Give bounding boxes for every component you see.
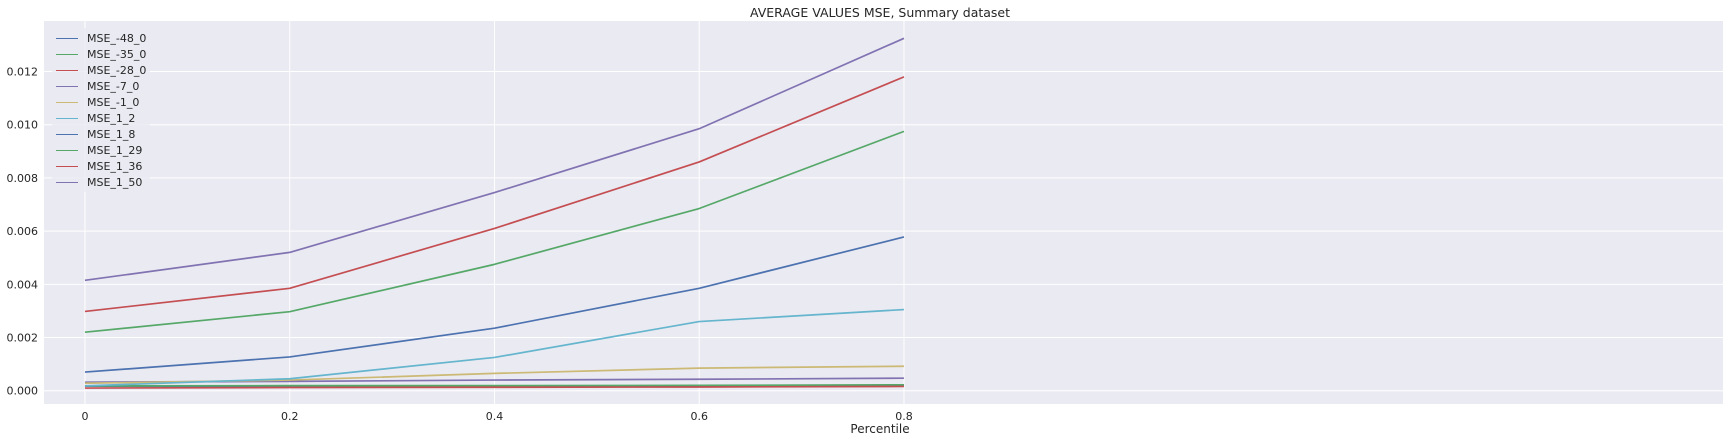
x-tick-label: 0.2 [281, 410, 299, 423]
legend-swatch [56, 85, 78, 87]
y-tick-label: 0.010 [7, 119, 39, 132]
series-lines [84, 37, 905, 389]
y-tick-label: 0.008 [7, 172, 39, 185]
series-line [84, 76, 905, 313]
legend-swatch [56, 53, 78, 55]
legend-label: MSE_-1_0 [87, 95, 140, 109]
legend-item: MSE_1_36 [56, 158, 146, 174]
x-tick-label: 0.4 [486, 410, 504, 423]
legend-label: MSE_-28_0 [87, 63, 147, 77]
series-line [84, 385, 904, 389]
x-tick-label: 0.6 [690, 410, 708, 423]
legend-swatch [56, 149, 78, 151]
chart-title: AVERAGE VALUES MSE, Summary dataset [750, 5, 1010, 20]
y-tick-label: 0.012 [7, 66, 39, 79]
legend-swatch [56, 69, 78, 71]
legend: MSE_-48_0 MSE_-35_0 MSE_-28_0 MSE_-7_0 MSE_-… [52, 28, 151, 192]
legend-item: MSE_1_8 [56, 126, 146, 142]
legend-item: MSE_-28_0 [56, 62, 146, 78]
series-line [84, 308, 905, 387]
grid [44, 21, 1723, 404]
legend-item: MSE_1_50 [56, 174, 146, 190]
legend-label: MSE_1_36 [87, 159, 143, 173]
y-tick-label: 0.002 [7, 332, 39, 345]
legend-item: MSE_1_29 [56, 142, 146, 158]
series-line [84, 37, 905, 282]
legend-item: MSE_-1_0 [56, 94, 146, 110]
plot-area [44, 21, 1723, 404]
series-line [84, 384, 904, 387]
series-line [84, 236, 905, 373]
legend-label: MSE_1_2 [87, 111, 136, 125]
legend-swatch [56, 37, 78, 39]
x-axis-label: Percentile [850, 422, 909, 436]
y-tick-label: 0.006 [7, 225, 39, 238]
legend-swatch [56, 181, 78, 183]
legend-item: MSE_-35_0 [56, 46, 146, 62]
legend-swatch [56, 101, 78, 103]
legend-label: MSE_1_8 [87, 127, 136, 141]
legend-swatch [56, 117, 78, 119]
y-tick-label: 0.000 [7, 385, 39, 398]
x-tick-label: 0 [81, 410, 88, 423]
legend-label: MSE_-35_0 [87, 47, 147, 61]
legend-label: MSE_-48_0 [87, 31, 147, 45]
x-tick-label: 0.8 [895, 410, 913, 423]
legend-swatch [56, 133, 78, 135]
y-tick-label: 0.004 [7, 278, 39, 291]
legend-label: MSE_-7_0 [87, 79, 140, 93]
legend-item: MSE_-7_0 [56, 78, 146, 94]
series-line [84, 130, 905, 334]
legend-label: MSE_1_50 [87, 175, 143, 189]
legend-item: MSE_-48_0 [56, 30, 146, 46]
legend-swatch [56, 165, 78, 167]
legend-item: MSE_1_2 [56, 110, 146, 126]
tick-labels: 0.000 0.002 0.004 0.006 0.008 0.010 0.012 0 0.2 0… [7, 66, 913, 423]
legend-label: MSE_1_29 [87, 143, 143, 157]
